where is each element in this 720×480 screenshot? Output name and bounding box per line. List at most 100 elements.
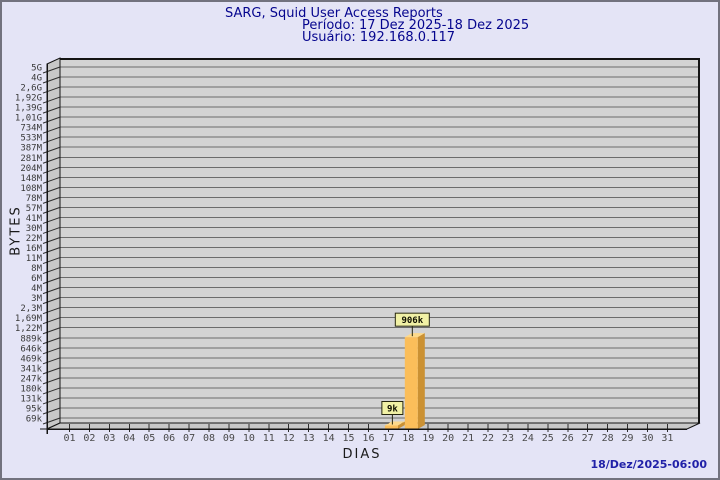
y-tick-label: 8M <box>31 264 42 274</box>
x-tick-label: 09 <box>223 433 235 444</box>
y-tick <box>42 156 61 164</box>
bar-day-17: 9k <box>381 401 405 429</box>
bar-side-face <box>397 421 405 429</box>
y-tick <box>42 317 61 325</box>
y-tick-label: 131k <box>20 394 42 404</box>
y-tick-label: 2,6G <box>20 84 42 94</box>
y-tick-label: 533M <box>20 134 42 144</box>
y-tick-label: 1,92G <box>15 94 42 104</box>
y-tick <box>42 106 61 114</box>
y-tick-label: 3M <box>31 294 42 304</box>
y-tick <box>42 307 61 315</box>
bar-side-face <box>417 333 425 429</box>
x-tick-label: 13 <box>303 433 315 444</box>
x-tick-label: 28 <box>602 433 614 444</box>
y-tick <box>42 66 61 74</box>
y-tick-label: 95k <box>26 404 43 414</box>
y-tick-label: 6M <box>31 274 42 284</box>
front-axes <box>40 64 687 434</box>
x-tick-label: 10 <box>243 433 255 444</box>
bar-top-face <box>404 333 425 338</box>
x-axis-labels: 01 02 03 04 05 06 07 08 09 10 11 12 13 14 15 16 17 18 19 20… <box>63 433 673 444</box>
plot-area <box>60 58 700 423</box>
y-tick-label: 1,69M <box>15 314 43 324</box>
y-tick-label: 4G <box>31 74 42 84</box>
x-axis-title: DIAS <box>342 447 382 462</box>
left-wall <box>46 57 61 430</box>
y-tick-label: 247k <box>20 374 42 384</box>
y-tick <box>42 367 61 375</box>
x-tick-label: 25 <box>542 433 554 444</box>
y-tick-label: 646k <box>20 344 42 354</box>
y-tick <box>42 377 61 385</box>
y-tick-label: 78M <box>26 194 43 204</box>
y-tick <box>42 206 61 214</box>
floor <box>46 422 701 430</box>
x-tick-label: 08 <box>203 433 215 444</box>
generated-timestamp: 18/Dez/2025-06:00 <box>590 458 707 471</box>
y-tick-label: 108M <box>20 184 42 194</box>
x-tick-label: 17 <box>382 433 394 444</box>
x-tick-label: 03 <box>103 433 115 444</box>
x-tick-label: 18 <box>402 433 414 444</box>
bar-front-face <box>404 337 418 429</box>
y-tick-label: 204M <box>20 164 42 174</box>
x-tick-label: 20 <box>442 433 454 444</box>
y-tick <box>42 397 61 405</box>
y-tick-label: 57M <box>26 204 43 214</box>
x-tick-label: 06 <box>163 433 175 444</box>
y-tick-label: 341k <box>20 364 42 374</box>
bar-value-label: 9k <box>387 405 398 415</box>
x-tick-label: 04 <box>123 433 135 444</box>
y-tick-label: 1,01G <box>15 114 42 124</box>
x-tick-label: 31 <box>661 433 673 444</box>
y-tick <box>42 196 61 204</box>
y-tick <box>42 76 61 84</box>
y-tick <box>42 226 61 234</box>
y-tick-label: 1,39G <box>15 104 42 114</box>
y-tick-label: 5G <box>31 64 42 74</box>
x-tick-label: 23 <box>502 433 514 444</box>
x-tick-label: 12 <box>283 433 295 444</box>
y-tick <box>42 136 61 144</box>
x-tick-label: 24 <box>522 433 534 444</box>
y-tick-label: 41M <box>26 214 43 224</box>
plot-frame <box>60 58 700 424</box>
x-tick-label: 26 <box>562 433 574 444</box>
y-tick <box>42 417 61 425</box>
y-tick-label: 469k <box>20 354 42 364</box>
x-tick-label: 16 <box>362 433 374 444</box>
x-tick-label: 01 <box>63 433 75 444</box>
y-tick-label: 281M <box>20 154 42 164</box>
y-tick <box>42 96 61 104</box>
y-tick <box>42 327 61 335</box>
y-tick <box>42 357 61 365</box>
y-tick <box>42 407 61 415</box>
report-user: Usuário: 192.168.0.117 <box>302 30 456 45</box>
y-tick <box>42 116 61 124</box>
y-tick <box>42 287 61 295</box>
x-axis-ticks <box>69 424 668 432</box>
y-tick-label: 148M <box>20 174 42 184</box>
x-tick-label: 07 <box>183 433 195 444</box>
x-tick-label: 19 <box>422 433 434 444</box>
y-tick-label: 11M <box>26 254 43 264</box>
y-tick-label: 22M <box>26 234 43 244</box>
x-tick-label: 27 <box>582 433 594 444</box>
y-tick-label: 4M <box>31 284 42 294</box>
y-tick <box>42 146 61 154</box>
y-tick <box>42 387 61 395</box>
y-tick <box>42 277 61 285</box>
y-tick <box>42 166 61 174</box>
y-tick <box>42 347 61 355</box>
x-tick-label: 02 <box>83 433 95 444</box>
x-tick-label: 05 <box>143 433 155 444</box>
bar-day-18: 906k <box>394 312 430 429</box>
y-tick-label: 734M <box>20 124 42 134</box>
y-tick-label: 387M <box>20 144 42 154</box>
y-tick <box>42 257 61 265</box>
x-tick-label: 22 <box>482 433 494 444</box>
y-tick <box>42 297 61 305</box>
